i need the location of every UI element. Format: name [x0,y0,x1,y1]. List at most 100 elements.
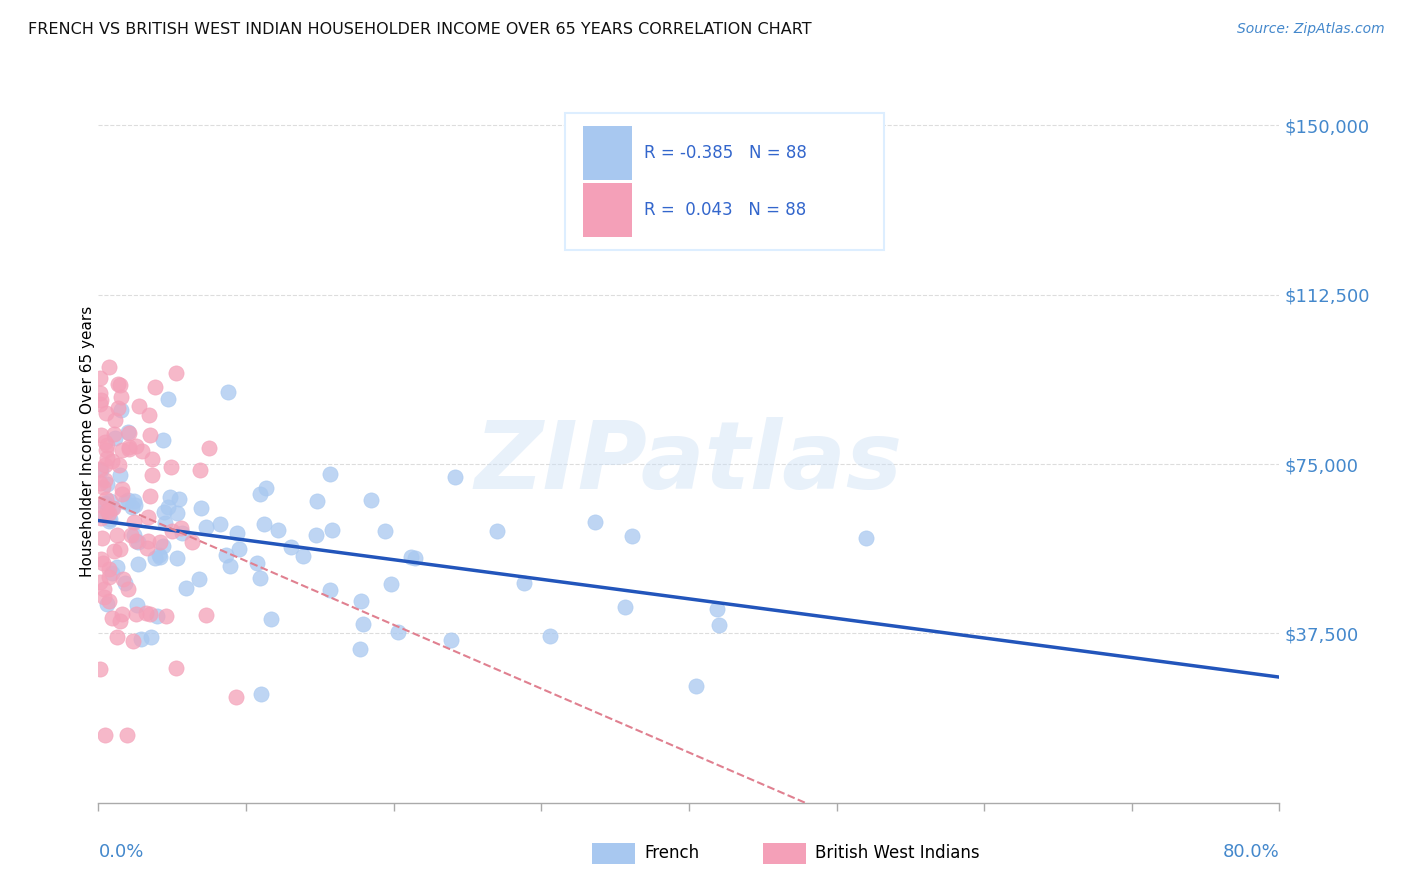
Point [153,516,176,531]
Point [141,630,163,644]
Point [138,409,160,423]
Point [855,531,877,545]
Point [139,428,162,442]
Point [146,609,169,624]
Point [707,617,730,632]
Point [139,607,162,621]
Point [107,377,129,392]
Point [321,523,343,537]
Point [94,458,117,472]
Point [139,489,162,503]
Point [198,441,221,455]
Point [111,486,134,500]
Point [267,523,290,537]
Point [153,505,176,519]
Point [127,557,149,571]
Point [443,470,465,484]
Point [90,499,112,513]
Point [103,544,125,558]
Point [404,550,426,565]
FancyBboxPatch shape [582,126,633,179]
Point [620,529,643,543]
Point [103,427,125,442]
Text: R =  0.043   N = 88: R = 0.043 N = 88 [644,201,806,219]
Point [89,574,111,589]
Point [111,482,134,496]
Point [129,632,152,647]
Point [117,440,139,454]
Point [96,477,118,491]
Point [122,634,145,648]
Point [155,608,177,623]
Point [143,551,166,566]
Point [124,494,146,508]
Point [219,559,242,574]
Point [122,528,145,542]
Point [114,495,136,509]
Point [181,535,204,549]
Point [97,507,120,521]
Point [125,598,148,612]
Point [143,379,166,393]
Point [98,594,121,608]
Point [305,528,328,542]
Point [110,390,132,404]
Point [89,662,111,676]
Point [228,541,250,556]
Point [89,396,111,410]
Point [190,501,212,516]
Point [225,690,247,704]
Point [105,630,128,644]
Point [512,576,534,591]
Point [118,425,141,440]
Point [98,514,121,528]
Point [253,516,276,531]
Point [108,614,131,628]
Point [111,442,134,457]
Point [159,490,181,504]
Point [614,600,637,615]
Point [112,572,135,586]
Point [125,534,148,549]
Point [583,516,606,530]
Point [170,521,193,535]
Point [136,541,159,556]
Point [105,527,128,541]
Point [352,616,374,631]
Point [90,427,112,442]
Point [226,526,249,541]
Point [96,492,118,507]
Point [148,548,170,562]
Point [101,566,124,580]
Text: Source: ZipAtlas.com: Source: ZipAtlas.com [1237,22,1385,37]
FancyBboxPatch shape [592,843,634,863]
Point [98,511,121,525]
Point [249,571,271,585]
Point [152,540,174,554]
Text: R = -0.385   N = 88: R = -0.385 N = 88 [644,144,807,161]
Point [440,633,463,648]
Point [93,591,115,605]
Point [89,371,111,385]
Point [319,467,342,482]
Point [360,493,382,508]
Point [124,515,146,529]
Point [91,506,114,520]
Point [187,572,209,586]
Point [111,607,134,621]
Point [98,494,121,508]
Point [166,661,188,675]
Point [162,524,184,539]
Point [89,462,111,476]
Text: British West Indians: British West Indians [815,845,980,863]
Point [486,524,509,538]
Point [91,556,114,570]
Point [380,577,402,591]
Point [249,487,271,501]
Point [399,549,422,564]
Point [124,607,146,621]
Point [538,629,561,643]
Point [188,463,211,477]
Point [93,496,115,510]
Point [96,450,118,465]
